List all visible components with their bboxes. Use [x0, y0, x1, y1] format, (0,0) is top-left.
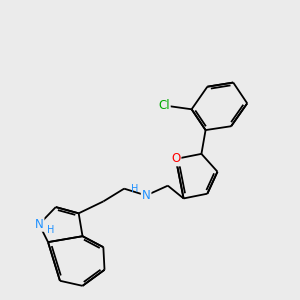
Text: N: N — [35, 218, 44, 231]
Text: O: O — [171, 152, 181, 165]
Text: H: H — [131, 184, 138, 194]
Text: H: H — [46, 225, 54, 235]
Text: Cl: Cl — [158, 99, 170, 112]
Text: N: N — [142, 189, 151, 202]
